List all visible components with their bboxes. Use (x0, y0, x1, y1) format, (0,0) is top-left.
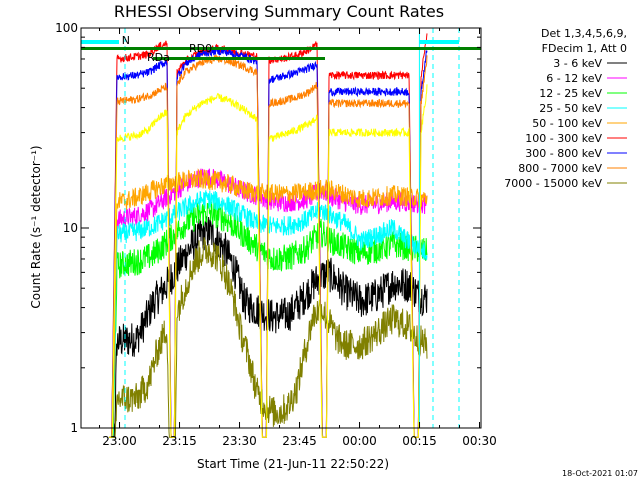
legend-header-0: Det 1,3,4,5,6,9, (541, 27, 627, 40)
legend-entry-2: 12 - 25 keV (539, 87, 602, 100)
series-line-9 (109, 84, 428, 438)
x-tick-label-3: 23:45 (282, 434, 317, 448)
green-bar-label-rda: RDa (147, 51, 170, 64)
green-bar-top (81, 47, 481, 50)
legend-header-1: FDecim 1, Att 0 (542, 42, 627, 55)
x-tick-label-1: 23:15 (162, 434, 197, 448)
y-axis-label: Count Rate (s⁻¹ detector⁻¹) (29, 145, 43, 308)
y-tick-label-2: 100 (55, 21, 78, 35)
green-bar-mid (153, 57, 325, 60)
series-line-8 (109, 237, 428, 438)
y-tick-label-0: 1 (70, 421, 78, 435)
y-tick-label-1: 10 (63, 221, 78, 235)
overlay-layer: N RDa RD0 (81, 28, 481, 428)
x-tick-label-0: 23:00 (102, 434, 137, 448)
legend-entry-4: 50 - 100 keV (532, 117, 602, 130)
cyan-bar-right (419, 40, 459, 44)
x-tick-label-5: 00:15 (402, 434, 437, 448)
chart-title: RHESSI Observing Summary Count Rates (114, 2, 444, 21)
x-tick-label-4: 00:00 (342, 434, 377, 448)
cyan-marker-label: N (122, 34, 130, 47)
x-tick-label-6: 00:30 (462, 434, 497, 448)
footer-date: 18-Oct-2021 01:07 (562, 469, 638, 478)
legend: Det 1,3,4,5,6,9, FDecim 1, Att 0 3 - 6 keV… (504, 27, 627, 190)
legend-entry-0: 3 - 6 keV (553, 57, 602, 70)
legend-entry-5: 100 - 300 keV (525, 132, 602, 145)
axis-ticks: 23:00 23:15 23:30 23:45 00:00 00:15 00:30 1 10 10… (55, 21, 497, 448)
series-layer (109, 33, 428, 438)
cyan-bar-left (81, 40, 119, 44)
legend-entry-6: 300 - 800 keV (525, 147, 602, 160)
legend-entry-7: 800 - 7000 keV (518, 162, 602, 175)
x-axis-label: Start Time (21-Jun-11 22:50:22) (197, 457, 389, 471)
legend-entry-8: 7000 - 15000 keV (504, 177, 602, 190)
x-tick-label-2: 23:30 (222, 434, 257, 448)
legend-entry-3: 25 - 50 keV (539, 102, 602, 115)
legend-entry-1: 6 - 12 keV (546, 72, 602, 85)
green-bar-label-rd0: RD0 (189, 42, 212, 55)
